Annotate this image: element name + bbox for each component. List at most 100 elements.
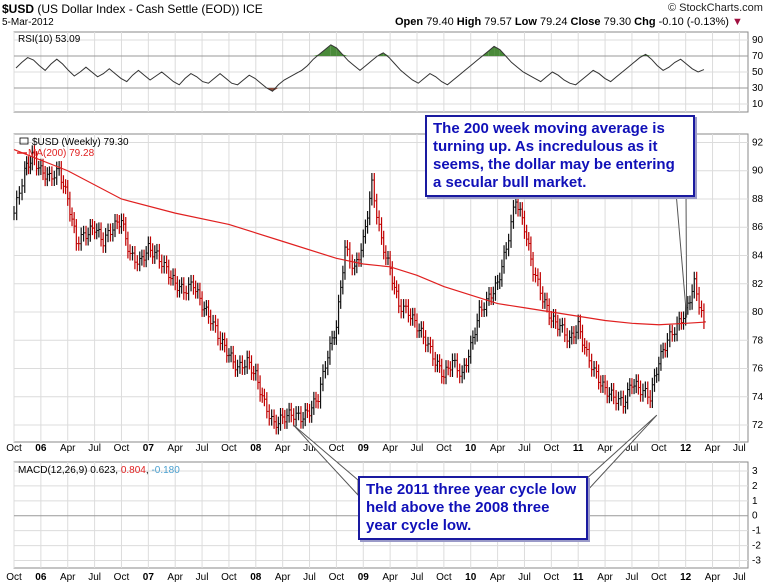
macd-legend-part: MACD(12,26,9) <box>18 465 90 476</box>
cycle-annotation: The 2011 three year cycle low held above… <box>358 476 588 540</box>
x-tick-label: Jul <box>518 572 531 583</box>
brand-label: © StockCharts.com <box>668 2 763 14</box>
symbol-label: $USD <box>2 2 35 16</box>
price-tick-label: 88 <box>752 194 764 205</box>
x-tick-label: 12 <box>680 443 692 454</box>
rsi-overbought-fill <box>494 46 500 56</box>
ohlc-readout: Open 79.40 High 79.57 Low 79.24 Close 79… <box>395 16 743 28</box>
x-tick-label: 10 <box>465 572 477 583</box>
x-tick-label: Apr <box>490 572 506 583</box>
x-tick-label: Oct <box>329 572 345 583</box>
x-tick-label: Oct <box>114 443 130 454</box>
macd-legend-part: , <box>146 465 152 476</box>
macd-legend-part: 0.804 <box>121 465 146 476</box>
rsi-tick-label: 30 <box>752 83 764 94</box>
rsi-legend: RSI(10) 53.09 <box>18 34 81 45</box>
chg-value: -0.10 (-0.13%) <box>658 16 729 28</box>
high-value: 79.57 <box>484 16 512 28</box>
macd-tick-label: -3 <box>752 556 761 567</box>
x-tick-label: Oct <box>436 572 452 583</box>
ma200-line <box>13 148 704 326</box>
chart-date: 5-Mar-2012 <box>2 17 54 28</box>
x-tick-label: Jul <box>303 443 316 454</box>
rsi-line <box>15 44 705 92</box>
x-tick-label: 12 <box>680 572 692 583</box>
price-tick-label: 74 <box>752 392 764 403</box>
chg-down-icon: ▼ <box>732 16 743 28</box>
x-tick-label: Oct <box>329 443 345 454</box>
x-tick-label: Oct <box>651 572 667 583</box>
x-tick-label: Apr <box>167 443 183 454</box>
x-tick-label: 10 <box>465 443 477 454</box>
rsi-overbought-fill <box>324 44 331 56</box>
price-tick-label: 90 <box>752 166 764 177</box>
x-tick-label: Apr <box>490 443 506 454</box>
price-tick-label: 78 <box>752 335 764 346</box>
price-tick-label: 86 <box>752 222 764 233</box>
close-label: Close <box>570 16 601 28</box>
x-tick-label: Apr <box>705 572 721 583</box>
chart-header-title: $USD (US Dollar Index - Cash Settle (EOD… <box>2 2 263 16</box>
x-tick-label: Apr <box>597 443 613 454</box>
rsi-tick-label: 70 <box>752 51 764 62</box>
x-tick-label: Oct <box>544 443 560 454</box>
price-tick-label: 82 <box>752 279 764 290</box>
x-tick-label: 11 <box>573 443 584 454</box>
exchange-label: ICE <box>242 2 263 16</box>
rsi-tick-label: 50 <box>752 67 764 78</box>
x-tick-label: Apr <box>597 572 613 583</box>
x-tick-label: Apr <box>60 443 76 454</box>
x-tick-label: Oct <box>221 572 237 583</box>
x-tick-label: Jul <box>303 572 316 583</box>
price-legend-icon <box>19 137 29 145</box>
chg-label: Chg <box>634 16 656 28</box>
macd-tick-label: 3 <box>752 466 758 477</box>
low-label: Low <box>514 16 537 28</box>
macd-tick-label: -2 <box>752 541 761 552</box>
high-label: High <box>456 16 482 28</box>
x-tick-label: Oct <box>114 572 130 583</box>
x-tick-label: Apr <box>275 572 291 583</box>
x-tick-label: Jul <box>88 443 101 454</box>
x-tick-label: Jul <box>196 572 209 583</box>
x-tick-label: Jul <box>411 443 424 454</box>
open-value: 79.40 <box>426 16 454 28</box>
x-tick-label: 07 <box>143 572 155 583</box>
x-tick-label: Jul <box>518 443 531 454</box>
x-tick-label: Jul <box>196 443 209 454</box>
x-tick-label: Oct <box>6 443 22 454</box>
x-tick-label: 09 <box>358 572 370 583</box>
x-tick-label: Jul <box>411 572 424 583</box>
rsi-tick-label: 10 <box>752 99 764 110</box>
x-tick-label: Jul <box>733 443 746 454</box>
price-legend: $USD (Weekly) 79.30 <box>32 137 129 148</box>
symbol-description: (US Dollar Index - Cash Settle (EOD)) <box>37 2 240 16</box>
open-label: Open <box>395 16 424 28</box>
price-tick-label: 80 <box>752 307 764 318</box>
x-tick-label: Oct <box>651 443 667 454</box>
x-tick-label: Apr <box>705 443 721 454</box>
macd-tick-label: 2 <box>752 481 758 492</box>
x-tick-label: 06 <box>35 443 47 454</box>
rsi-tick-label: 90 <box>752 35 764 46</box>
price-tick-label: 84 <box>752 251 764 262</box>
x-tick-label: Apr <box>275 443 291 454</box>
x-tick-label: Jul <box>88 572 101 583</box>
macd-legend: MACD(12,26,9) 0.623, 0.804, -0.180 <box>18 465 180 476</box>
x-tick-label: Jul <box>626 443 639 454</box>
low-value: 79.24 <box>539 16 568 28</box>
x-tick-label: 06 <box>35 572 47 583</box>
price-tick-label: 72 <box>752 420 764 431</box>
macd-tick-label: -1 <box>752 526 761 537</box>
x-tick-label: 09 <box>358 443 370 454</box>
x-tick-label: Oct <box>544 572 560 583</box>
price-tick-label: 76 <box>752 364 764 375</box>
x-tick-label: 11 <box>573 572 584 583</box>
ma-annotation: The 200 week moving average is turning u… <box>425 115 695 197</box>
rsi-overbought-fill <box>488 46 495 56</box>
x-tick-label: Jul <box>626 572 639 583</box>
price-tick-label: 92 <box>752 137 764 148</box>
x-tick-label: Apr <box>167 572 183 583</box>
x-tick-label: Oct <box>221 443 237 454</box>
x-tick-label: Oct <box>436 443 452 454</box>
